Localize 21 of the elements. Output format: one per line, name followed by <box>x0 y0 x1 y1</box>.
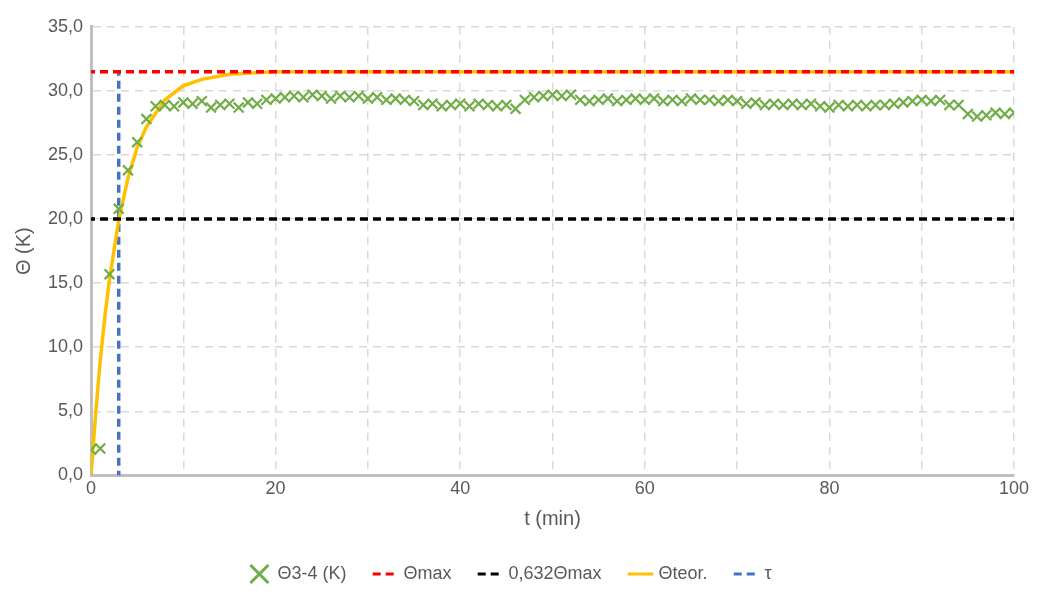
legend-label: Θteor. <box>658 562 708 583</box>
y-tick-label: 20,0 <box>47 208 84 229</box>
y-tick-label: 25,0 <box>47 143 84 164</box>
legend-label: 0,632Θmax <box>508 562 602 583</box>
x-tick-label: 100 <box>998 478 1030 499</box>
x-tick-label: 60 <box>634 478 655 499</box>
x-axis-title: t (min) <box>524 506 581 529</box>
y-tick-label: 35,0 <box>47 15 84 36</box>
x-tick-label: 0 <box>86 478 97 499</box>
x-tick-label: 20 <box>265 478 286 499</box>
y-tick-label: 0,0 <box>58 464 84 485</box>
x-tick-label: 80 <box>819 478 840 499</box>
legend-label: Θmax <box>403 562 452 583</box>
legend-label: τ <box>764 562 772 583</box>
y-tick-label: 5,0 <box>58 400 84 421</box>
y-tick-label: 15,0 <box>47 272 84 293</box>
y-axis-title: Θ (K) <box>11 227 34 275</box>
y-tick-label: 10,0 <box>47 336 84 357</box>
x-tick-label: 40 <box>450 478 471 499</box>
y-tick-label: 30,0 <box>47 79 84 100</box>
legend-label: Θ3-4 (K) <box>277 562 347 583</box>
